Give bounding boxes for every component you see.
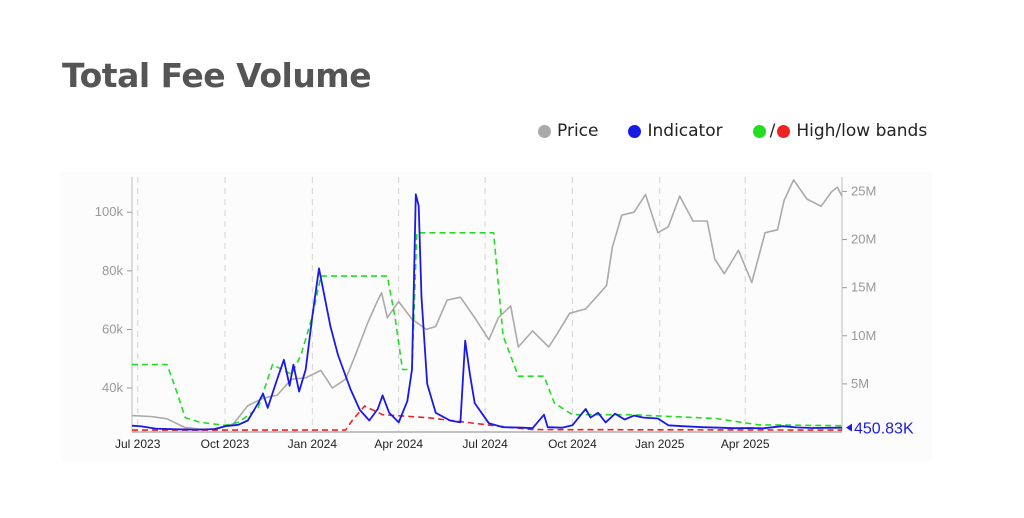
x-tick-label: Apr 2025 — [721, 437, 770, 451]
y-left-tick-label: 60k — [102, 321, 123, 336]
low-band-series-line — [132, 405, 843, 431]
legend-bands-slash: / — [769, 121, 776, 141]
legend-item-bands[interactable]: / High/low bands — [752, 121, 928, 141]
fee-volume-chart: Jul 2023 Oct 2023 Jan 2024 Apr 2024 Jul 2024… — [62, 172, 932, 462]
legend-item-indicator[interactable]: Indicator — [628, 121, 723, 141]
y-left-tick-label: 40k — [102, 380, 123, 395]
indicator-swatch-icon — [628, 124, 642, 138]
chart-title: Total Fee Volume — [62, 56, 372, 95]
y-right-tick-label: 10M — [851, 328, 876, 343]
legend-item-price[interactable]: Price — [538, 121, 598, 141]
high-band-swatch-icon — [752, 124, 766, 138]
legend-indicator-label: Indicator — [647, 121, 723, 141]
high-band-series-line — [132, 232, 843, 427]
x-tick-label: Oct 2023 — [201, 437, 250, 451]
x-tick-label: Jan 2024 — [288, 437, 338, 451]
price-swatch-icon — [538, 124, 551, 138]
last-value-pointer-icon — [846, 423, 852, 432]
legend: Price Indicator / High/low bands — [538, 121, 927, 141]
x-tick-label: Jul 2024 — [462, 437, 508, 451]
y-left-tick-label: 100k — [95, 204, 124, 219]
plot-background — [62, 172, 932, 462]
x-tick-label: Jul 2023 — [115, 437, 161, 451]
y-right-tick-label: 20M — [851, 232, 876, 247]
x-tick-label: Jan 2025 — [635, 437, 685, 451]
x-tick-label: Apr 2024 — [374, 437, 423, 451]
y-right-tick-label: 25M — [851, 183, 876, 198]
legend-price-label: Price — [557, 121, 599, 141]
low-band-swatch-icon — [777, 124, 791, 138]
x-tick-label: Oct 2024 — [548, 437, 597, 451]
y-right-tick-label: 5M — [851, 376, 869, 391]
y-left-tick-label: 80k — [102, 263, 123, 278]
y-right-tick-label: 15M — [851, 280, 876, 295]
legend-bands-label: High/low bands — [796, 121, 928, 141]
indicator-series-line — [131, 193, 843, 431]
last-value-label: 450.83K — [854, 421, 914, 438]
